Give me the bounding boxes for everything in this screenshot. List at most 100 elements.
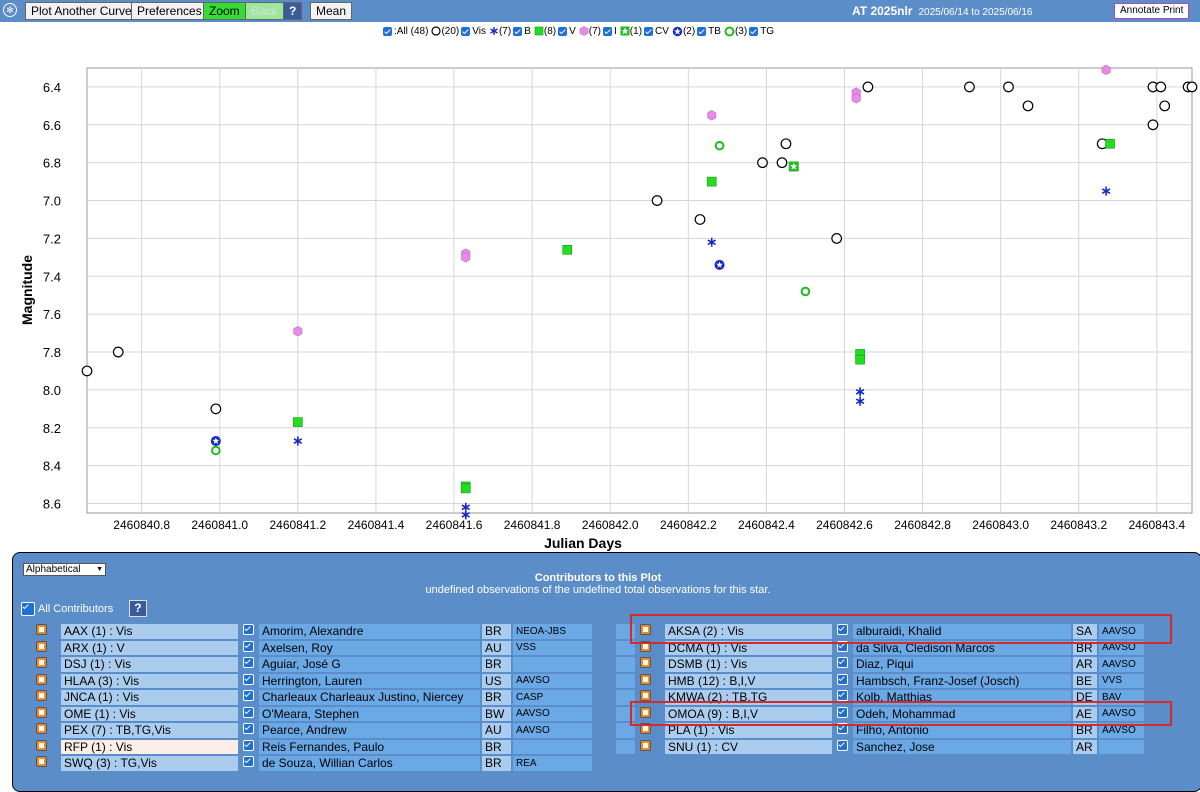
legend-i[interactable]: (7) I — [579, 26, 617, 37]
plot-toggle-checkbox[interactable] — [36, 756, 47, 768]
data-point-vis[interactable] — [651, 195, 663, 206]
data-point-b[interactable] — [855, 396, 865, 406]
preferences-button[interactable]: Preferences — [131, 2, 208, 20]
contributor-check-cell[interactable] — [834, 657, 851, 672]
mean-button[interactable]: Mean — [310, 2, 353, 20]
plot-another-curve-button[interactable]: Plot Another Curve — [25, 2, 138, 20]
data-point-b[interactable] — [461, 510, 471, 520]
data-point-vis[interactable] — [1155, 81, 1167, 93]
plot-toggle-cell[interactable] — [637, 640, 663, 655]
data-point-vis[interactable] — [964, 81, 975, 93]
contributor-checkbox[interactable] — [837, 723, 848, 735]
data-point-b[interactable] — [293, 436, 303, 446]
plot-toggle-cell[interactable] — [637, 657, 663, 672]
sort-select[interactable]: Alphabetical ▼ — [23, 563, 106, 576]
data-point-i[interactable] — [461, 252, 471, 263]
annotate-print-button[interactable]: Annotate Print — [1114, 3, 1190, 19]
plot-toggle-cell[interactable] — [33, 690, 59, 705]
contributors-help-button[interactable]: ? — [129, 600, 147, 617]
light-curve-chart[interactable]: 2460840.8 2460841.0 2460841.2 2460841.4 2460… — [0, 40, 1200, 552]
plot-toggle-cell[interactable] — [637, 624, 663, 639]
plot-toggle-cell[interactable] — [33, 706, 59, 721]
data-point-tg[interactable] — [800, 286, 811, 297]
data-point-cv[interactable] — [788, 161, 799, 172]
contributor-check-cell[interactable] — [834, 690, 851, 705]
plot-toggle-checkbox[interactable] — [640, 739, 651, 751]
contributor-checkbox[interactable] — [243, 640, 254, 652]
data-point-vis[interactable] — [210, 403, 222, 415]
all-contributors-toggle[interactable]: All Contributors ? — [21, 600, 147, 617]
plot-toggle-cell[interactable] — [33, 624, 59, 639]
contributor-checkbox[interactable] — [837, 640, 848, 652]
data-point-tg[interactable] — [714, 140, 725, 151]
zoom-button[interactable]: Zoom — [203, 2, 246, 20]
contributor-checkbox[interactable] — [243, 690, 254, 702]
data-point-vis[interactable] — [1159, 100, 1171, 112]
data-point-vis[interactable] — [81, 365, 93, 377]
contributor-checkbox[interactable] — [837, 673, 848, 685]
plot-toggle-checkbox[interactable] — [36, 723, 47, 735]
contributor-checkbox[interactable] — [837, 657, 848, 669]
contributor-check-cell[interactable] — [834, 640, 851, 655]
plot-toggle-checkbox[interactable] — [640, 640, 651, 652]
plot-toggle-checkbox[interactable] — [640, 723, 651, 735]
plot-toggle-checkbox[interactable] — [36, 673, 47, 685]
data-point-v[interactable] — [293, 417, 303, 427]
data-point-vis[interactable] — [780, 138, 792, 150]
plot-toggle-checkbox[interactable] — [36, 690, 47, 702]
data-point-b[interactable] — [855, 387, 865, 397]
contributor-check-cell[interactable] — [240, 739, 257, 754]
plot-toggle-cell[interactable] — [637, 706, 663, 721]
plot-toggle-checkbox[interactable] — [36, 739, 47, 751]
legend-tb[interactable]: (2) TB — [672, 26, 721, 37]
contributor-check-cell[interactable] — [240, 673, 257, 688]
contributor-check-cell[interactable] — [834, 723, 851, 738]
data-point-vis[interactable] — [112, 346, 124, 358]
help-button[interactable]: ? — [283, 2, 303, 20]
data-point-vis[interactable] — [831, 233, 843, 244]
contributor-checkbox[interactable] — [837, 690, 848, 702]
data-point-vis[interactable] — [1022, 100, 1034, 112]
contributor-checkbox[interactable] — [243, 657, 254, 669]
plot-toggle-cell[interactable] — [33, 723, 59, 738]
data-point-i[interactable] — [707, 110, 717, 121]
all-contributors-checkbox[interactable] — [21, 601, 35, 616]
legend-v[interactable]: (8) V — [534, 26, 576, 37]
legend-all[interactable]: :All (48) — [383, 26, 428, 37]
checkbox-icon[interactable] — [383, 26, 392, 36]
plot-toggle-checkbox[interactable] — [640, 673, 651, 685]
legend-cv[interactable]: (1) CV — [620, 26, 669, 37]
data-point-vis[interactable] — [776, 157, 788, 169]
data-point-b[interactable] — [461, 502, 471, 512]
checkbox-icon[interactable] — [603, 26, 613, 36]
contributor-check-cell[interactable] — [240, 657, 257, 672]
plot-toggle-checkbox[interactable] — [36, 640, 47, 652]
data-point-b[interactable] — [1101, 186, 1111, 196]
contributor-checkbox[interactable] — [243, 739, 254, 751]
data-point-i[interactable] — [1101, 64, 1111, 76]
checkbox-icon[interactable] — [513, 26, 523, 36]
plot-toggle-cell[interactable] — [33, 756, 59, 771]
contributor-checkbox[interactable] — [243, 756, 254, 768]
contributor-check-cell[interactable] — [240, 756, 257, 771]
back-button[interactable]: Back — [245, 2, 284, 20]
data-point-tg[interactable] — [211, 445, 221, 456]
checkbox-icon[interactable] — [644, 26, 654, 36]
plot-area[interactable] — [86, 67, 1193, 514]
checkbox-icon[interactable] — [461, 26, 471, 36]
checkbox-icon[interactable] — [749, 26, 759, 36]
data-point-v[interactable] — [460, 483, 471, 494]
data-point-vis[interactable] — [862, 81, 874, 93]
contributor-check-cell[interactable] — [834, 624, 851, 639]
plot-toggle-cell[interactable] — [637, 673, 663, 688]
plot-toggle-checkbox[interactable] — [36, 657, 47, 669]
checkbox-icon[interactable] — [697, 26, 707, 36]
data-point-vis[interactable] — [1003, 81, 1014, 93]
data-point-vis[interactable] — [1147, 119, 1159, 131]
data-point-vis[interactable] — [694, 214, 706, 225]
data-point-vis[interactable] — [757, 157, 768, 169]
contributor-checkbox[interactable] — [837, 706, 848, 718]
plot-toggle-cell[interactable] — [637, 723, 663, 738]
checkbox-icon[interactable] — [558, 26, 568, 36]
plot-toggle-checkbox[interactable] — [640, 690, 651, 702]
